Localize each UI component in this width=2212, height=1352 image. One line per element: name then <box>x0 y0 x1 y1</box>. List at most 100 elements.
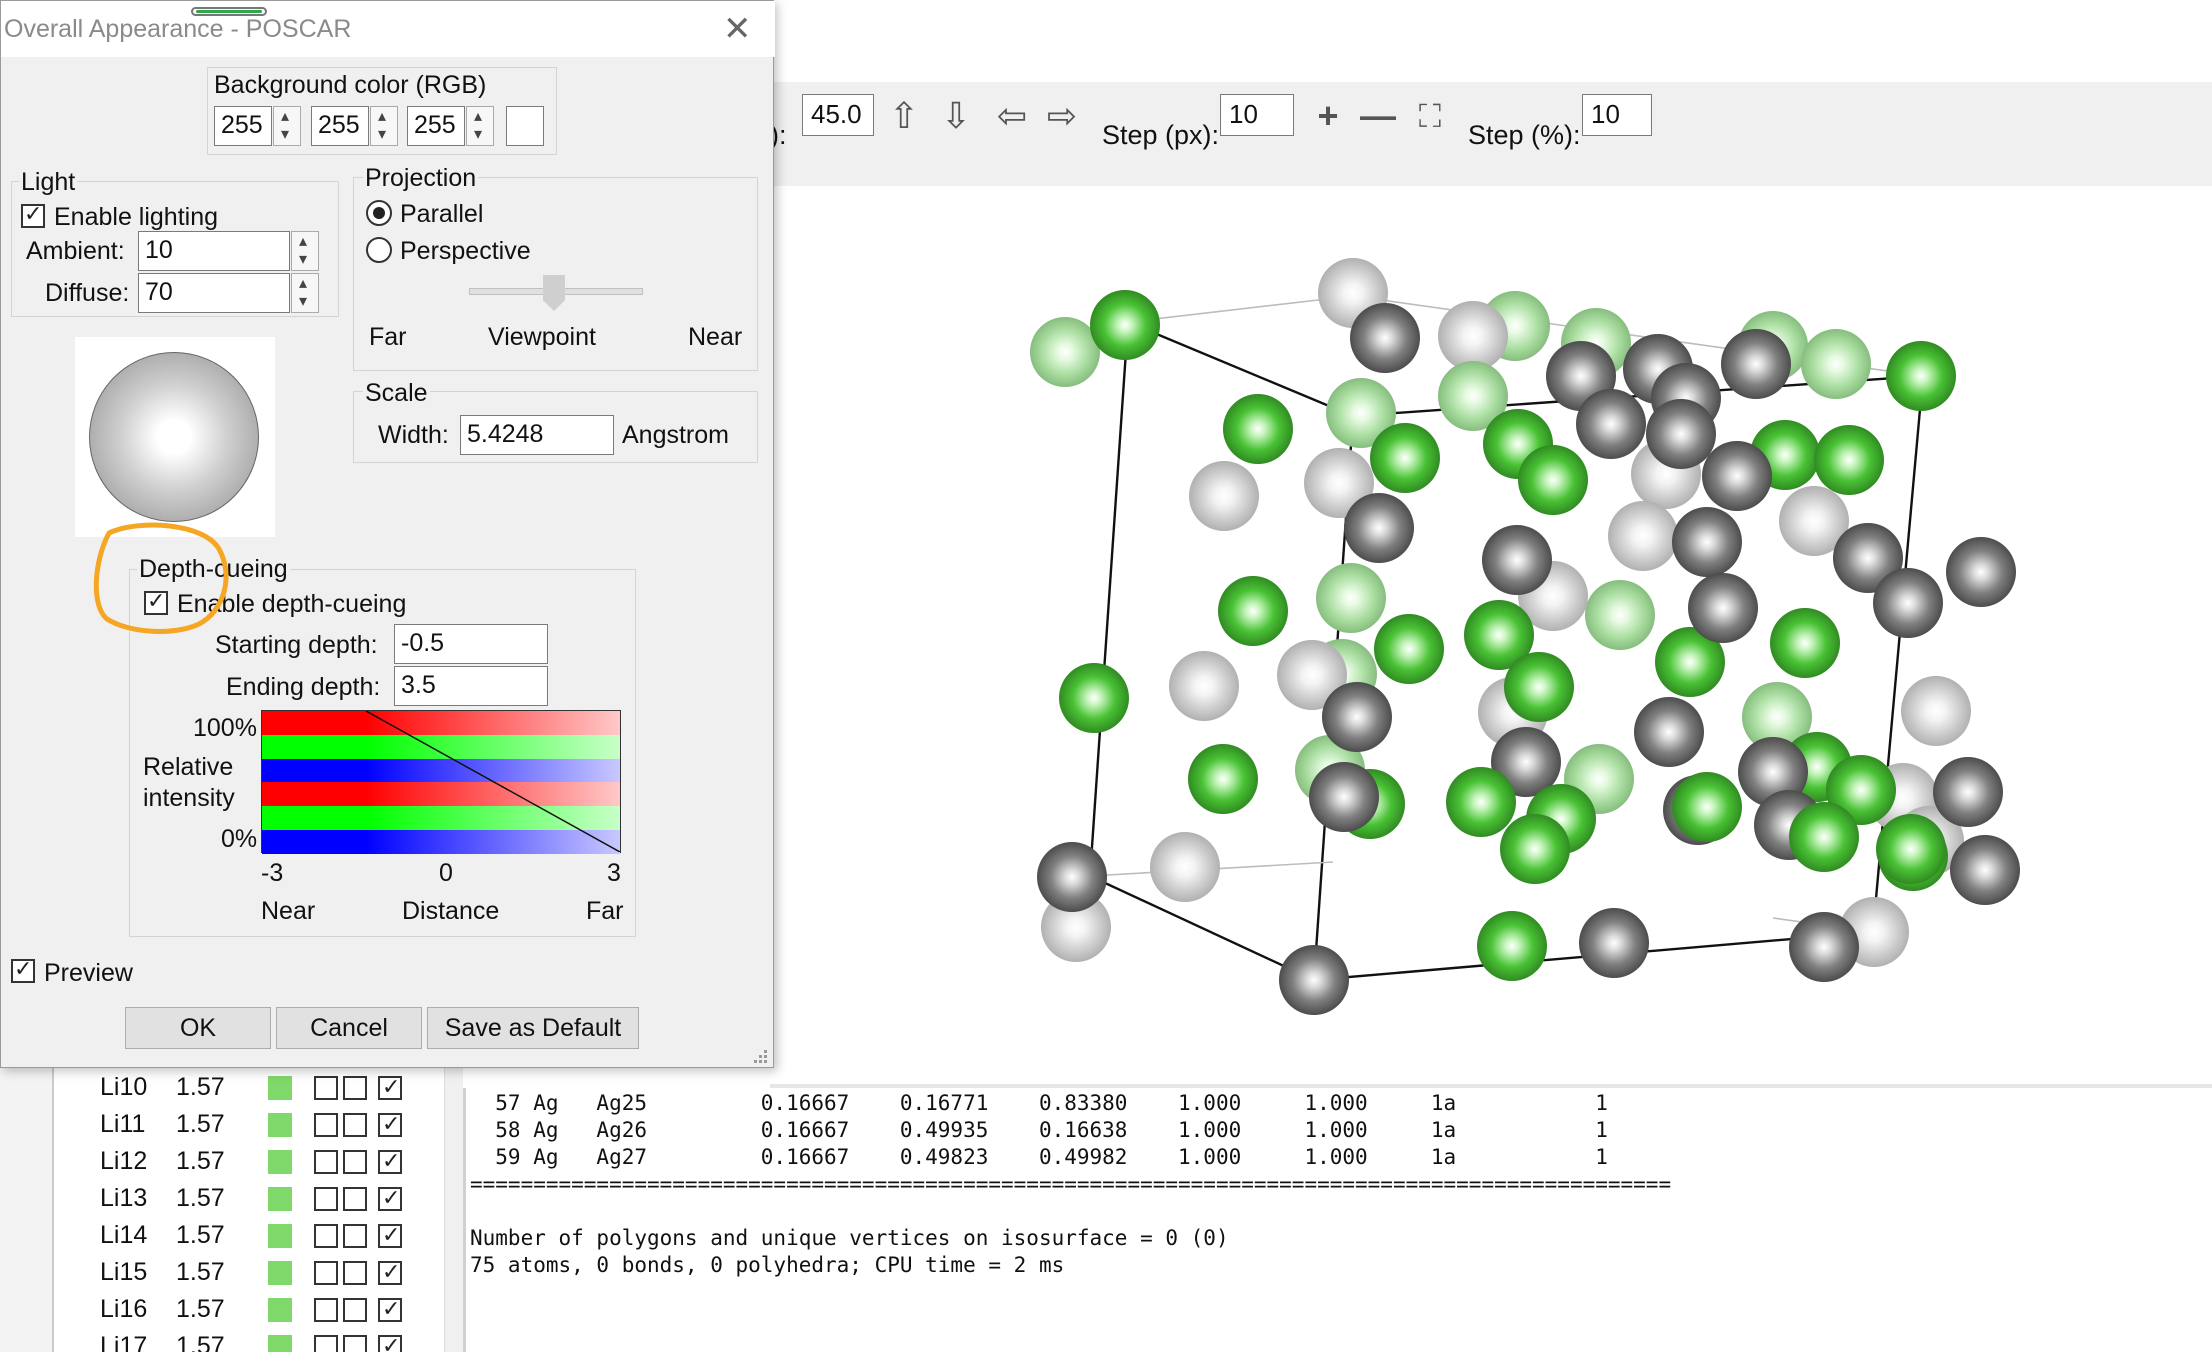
ag-atom <box>1304 448 1374 518</box>
arrow-left-icon[interactable]: ⇦ <box>996 95 1028 136</box>
bg-color-swatch[interactable] <box>506 106 544 146</box>
site-radius: 1.57 <box>176 1110 225 1138</box>
angle-label: ): <box>770 120 787 150</box>
bg-green-input[interactable]: 255 <box>311 106 369 146</box>
site-toggle-2[interactable] <box>343 1113 367 1137</box>
fit-to-window-icon[interactable]: ⛶ <box>1418 98 1442 134</box>
site-toggle-1[interactable] <box>314 1187 338 1211</box>
step-pct-input[interactable]: 10 <box>1582 94 1652 136</box>
width-input[interactable]: 5.4248 <box>460 415 614 455</box>
site-list-row[interactable]: Li11 1.57 <box>54 1105 446 1142</box>
drag-handle[interactable] <box>191 7 267 16</box>
save-as-default-button[interactable]: Save as Default <box>427 1007 639 1049</box>
perspective-radio[interactable] <box>366 237 392 263</box>
site-toggle-1[interactable] <box>314 1224 338 1248</box>
li-atom <box>1438 361 1508 431</box>
viewpoint-slider-thumb[interactable] <box>543 275 565 311</box>
ambient-input[interactable]: 10 <box>138 231 290 271</box>
site-toggle-1[interactable] <box>314 1076 338 1100</box>
site-toggle-1[interactable] <box>314 1335 338 1352</box>
site-color-swatch[interactable] <box>268 1298 292 1322</box>
site-color-swatch[interactable] <box>268 1261 292 1285</box>
ag-atom <box>1438 301 1508 371</box>
bg-blue-input[interactable]: 255 <box>407 106 465 146</box>
site-toggle-3[interactable] <box>378 1111 402 1137</box>
site-toggle-1[interactable] <box>314 1113 338 1137</box>
close-icon[interactable]: ✕ <box>723 10 752 48</box>
site-toggle-1[interactable] <box>314 1298 338 1322</box>
bg-red-input[interactable]: 255 <box>214 106 272 146</box>
site-color-swatch[interactable] <box>268 1113 292 1137</box>
site-toggle-3[interactable] <box>378 1222 402 1248</box>
site-toggle-3[interactable] <box>378 1333 402 1352</box>
site-toggle-1[interactable] <box>314 1150 338 1174</box>
site-toggle-2[interactable] <box>343 1298 367 1322</box>
arrow-right-icon[interactable]: ⇨ <box>1046 95 1078 136</box>
site-toggle-2[interactable] <box>343 1335 367 1352</box>
site-list-row[interactable]: Li12 1.57 <box>54 1142 446 1179</box>
ag-atom <box>1646 399 1716 469</box>
site-color-swatch[interactable] <box>268 1076 292 1100</box>
dialog-titlebar[interactable]: Overall Appearance - POSCAR ✕ <box>1 1 775 57</box>
enable-depth-cueing-checkbox[interactable] <box>144 588 168 615</box>
structure-viewer[interactable] <box>773 186 2212 1084</box>
diffuse-spinner[interactable] <box>291 273 319 313</box>
resize-grip-icon[interactable] <box>751 1047 769 1065</box>
site-list[interactable]: Li10 1.57 Li11 1.57 Li12 1.57 Li13 1.57 Li14 1.57… <box>52 1064 444 1352</box>
site-toggle-3[interactable] <box>378 1296 402 1322</box>
ending-depth-input[interactable]: 3.5 <box>394 666 548 706</box>
site-color-swatch[interactable] <box>268 1187 292 1211</box>
site-color-swatch[interactable] <box>268 1150 292 1174</box>
step-px-input[interactable]: 10 <box>1220 94 1294 136</box>
depth-intensity-chart <box>261 710 621 854</box>
site-toggle-2[interactable] <box>343 1261 367 1285</box>
ag-atom <box>1309 762 1379 832</box>
li-atom <box>1446 767 1516 837</box>
site-toggle-3[interactable] <box>378 1148 402 1174</box>
bg-green-spinner[interactable] <box>370 106 398 146</box>
depth-far-label: Far <box>586 897 624 925</box>
site-list-row[interactable]: Li15 1.57 <box>54 1253 446 1290</box>
diffuse-input[interactable]: 70 <box>138 273 290 313</box>
scale-title: Scale <box>363 379 430 408</box>
projection-group <box>353 177 758 371</box>
site-toggle-2[interactable] <box>343 1150 367 1174</box>
site-toggle-3[interactable] <box>378 1074 402 1100</box>
site-toggle-3[interactable] <box>378 1259 402 1285</box>
preview-checkbox[interactable] <box>11 956 35 983</box>
arrow-up-icon[interactable]: ⇧ <box>888 95 920 136</box>
zoom-out-icon[interactable]: — <box>1360 95 1396 136</box>
zoom-in-icon[interactable]: + <box>1317 95 1339 136</box>
site-toggle-2[interactable] <box>343 1076 367 1100</box>
li-atom <box>1477 911 1547 981</box>
ambient-spinner[interactable] <box>291 231 319 271</box>
site-name: Li12 <box>100 1147 148 1175</box>
site-radius: 1.57 <box>176 1221 225 1249</box>
site-list-row[interactable]: Li16 1.57 <box>54 1290 446 1327</box>
site-color-swatch[interactable] <box>268 1335 292 1352</box>
site-list-row[interactable]: Li13 1.57 <box>54 1179 446 1216</box>
site-list-scrollbar[interactable] <box>444 1064 463 1352</box>
site-list-row[interactable]: Li17 1.57 <box>54 1327 446 1352</box>
console-line: 58 Ag Ag26 0.16667 0.49935 0.16638 1.000… <box>470 1118 1608 1142</box>
panel-divider[interactable] <box>770 1084 2212 1088</box>
site-list-row[interactable]: Li14 1.57 <box>54 1216 446 1253</box>
parallel-radio[interactable] <box>366 200 392 226</box>
cancel-button[interactable]: Cancel <box>276 1007 422 1049</box>
bg-red-spinner[interactable] <box>273 106 301 146</box>
enable-lighting-checkbox[interactable] <box>21 201 45 228</box>
site-toggle-1[interactable] <box>314 1261 338 1285</box>
ag-atom <box>1950 835 2020 905</box>
arrow-down-icon[interactable]: ⇩ <box>940 95 972 136</box>
angle-input[interactable]: 45.0 <box>802 94 874 136</box>
site-color-swatch[interactable] <box>268 1224 292 1248</box>
site-toggle-3[interactable] <box>378 1185 402 1211</box>
li-atom <box>1059 663 1129 733</box>
ok-button[interactable]: OK <box>125 1007 271 1049</box>
site-list-row[interactable]: Li10 1.57 <box>54 1068 446 1105</box>
bg-blue-spinner[interactable] <box>466 106 494 146</box>
starting-depth-input[interactable]: -0.5 <box>394 624 548 664</box>
projection-title: Projection <box>363 164 479 193</box>
site-toggle-2[interactable] <box>343 1224 367 1248</box>
site-toggle-2[interactable] <box>343 1187 367 1211</box>
